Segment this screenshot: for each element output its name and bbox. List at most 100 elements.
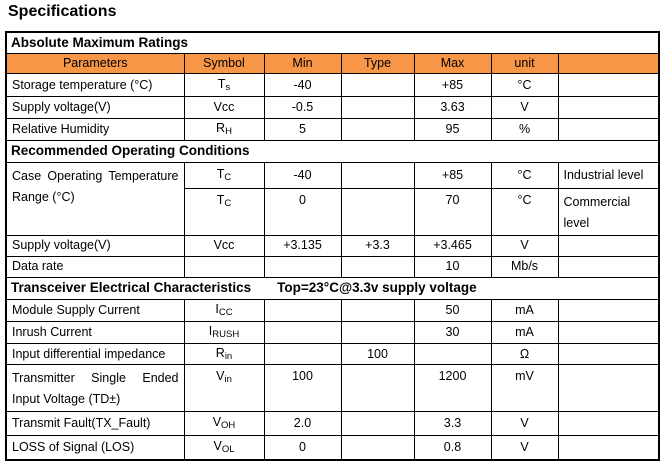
section-row-absolute-maximum-ratings: Absolute Maximum Ratings (5, 31, 660, 55)
unit-cell: Mb/s (490, 255, 559, 278)
column-header-row: Parameters Symbol Min Type Max unit (5, 53, 660, 75)
col-header-unit: unit (490, 53, 559, 75)
note-cell (557, 342, 660, 366)
col-header-max: Max (413, 53, 492, 75)
type-cell (340, 96, 415, 120)
max-cell: 3.63 (413, 96, 492, 120)
symbol-cell: Vcc (183, 96, 265, 120)
max-cell: +85 (413, 161, 492, 189)
max-cell: +85 (413, 73, 492, 98)
param-cell: Case Operating Temperature Range (°C) (5, 161, 185, 236)
symbol-base: I (208, 323, 213, 338)
symbol-cell: Vin (183, 364, 265, 413)
symbol-cell: ICC (183, 298, 265, 322)
symbol-cell: VOH (183, 411, 265, 437)
param-cell: LOSS of Signal (LOS) (5, 435, 185, 461)
symbol-base: V (212, 415, 222, 430)
type-cell: 100 (340, 342, 415, 366)
param-cell: Transmit Fault(TX_Fault) (5, 411, 185, 437)
unit-cell: V (490, 435, 559, 461)
min-cell: -0.5 (263, 96, 342, 120)
note-cell (557, 364, 660, 413)
param-cell: Module Supply Current (5, 298, 185, 322)
max-cell: 95 (413, 118, 492, 141)
symbol-sub: OH (221, 420, 236, 432)
note-cell (557, 118, 660, 141)
min-cell: 0 (263, 435, 342, 461)
symbol-cell (183, 255, 265, 278)
min-cell (263, 298, 342, 322)
type-cell (340, 411, 415, 437)
note-cell (557, 435, 660, 461)
symbol-sub: RUSH (212, 328, 240, 340)
note-cell: Commercial level (557, 187, 660, 236)
param-cell: Inrush Current (5, 320, 185, 344)
section-title-text: Transceiver Electrical Characteristics (11, 280, 252, 296)
note-cell: Industrial level (557, 161, 660, 189)
symbol-sub: cc (221, 100, 235, 115)
unit-cell: % (490, 118, 559, 141)
type-cell (340, 320, 415, 344)
col-header-type: Type (340, 53, 415, 75)
table-row: Supply voltage(V) Vcc +3.135 +3.3 +3.465… (5, 234, 660, 257)
col-header-note (557, 53, 660, 75)
symbol-cell: TC (183, 161, 265, 189)
symbol-cell: TC (183, 187, 265, 236)
unit-cell: mA (490, 298, 559, 322)
max-cell: 3.3 (413, 411, 492, 437)
col-header-parameters: Parameters (5, 53, 185, 75)
max-cell: 1200 (413, 364, 492, 413)
table-row: LOSS of Signal (LOS) VOL 0 0.8 V (5, 435, 660, 461)
max-cell: 30 (413, 320, 492, 344)
unit-cell: V (490, 234, 559, 257)
table-row: Storage temperature (°C) Ts -40 +85 °C (5, 73, 660, 98)
section-title: Recommended Operating Conditions (5, 139, 660, 163)
table-row: Relative Humidity RH 5 95 % (5, 118, 660, 141)
col-header-min: Min (263, 53, 342, 75)
symbol-sub: s (225, 81, 231, 93)
symbol-cell: Rin (183, 342, 265, 366)
note-cell (557, 96, 660, 120)
table-row: Inrush Current IRUSH 30 mA (5, 320, 660, 344)
type-cell (340, 255, 415, 278)
max-cell: +3.465 (413, 234, 492, 257)
type-cell (340, 435, 415, 461)
min-cell: -40 (263, 73, 342, 98)
symbol-sub: in (224, 350, 233, 362)
symbol-base: V (213, 238, 222, 253)
param-cell: Supply voltage(V) (5, 234, 185, 257)
table-row: Transmit Fault(TX_Fault) VOH 2.0 3.3 V (5, 411, 660, 437)
symbol-sub: in (224, 374, 232, 386)
unit-cell: V (490, 411, 559, 437)
note-cell (557, 234, 660, 257)
symbol-cell: RH (183, 118, 265, 141)
min-cell (263, 320, 342, 344)
note-cell (557, 255, 660, 278)
symbol-cell: Vcc (183, 234, 265, 257)
symbol-base: R (215, 345, 225, 360)
min-cell (263, 255, 342, 278)
table-row: Transmitter Single Ended Input Voltage (… (5, 364, 660, 413)
symbol-cell: VOL (183, 435, 265, 461)
min-cell: 5 (263, 118, 342, 141)
symbol-base: T (217, 76, 226, 91)
unit-cell: °C (490, 161, 559, 189)
table-row: Data rate 10 Mb/s (5, 255, 660, 278)
symbol-base: T (216, 167, 225, 181)
section-title: Transceiver Electrical Characteristics To… (5, 276, 660, 300)
type-cell: +3.3 (340, 234, 415, 257)
max-cell: 50 (413, 298, 492, 322)
symbol-base: R (216, 121, 226, 136)
specifications-table: Absolute Maximum Ratings Parameters Symb… (5, 31, 661, 461)
param-cell: Storage temperature (°C) (5, 73, 185, 98)
col-header-symbol: Symbol (183, 53, 265, 75)
table-row: TC 0 70 °C Commercial level (6, 187, 660, 236)
type-cell (340, 73, 415, 98)
min-cell (263, 342, 342, 366)
param-cell: Supply voltage(V) (5, 96, 185, 120)
note-cell (557, 298, 660, 322)
type-cell (340, 298, 415, 322)
max-cell (413, 342, 492, 366)
symbol-sub: cc (221, 238, 235, 253)
section-row-transceiver-electrical-characteristics: Transceiver Electrical Characteristics To… (5, 276, 660, 300)
